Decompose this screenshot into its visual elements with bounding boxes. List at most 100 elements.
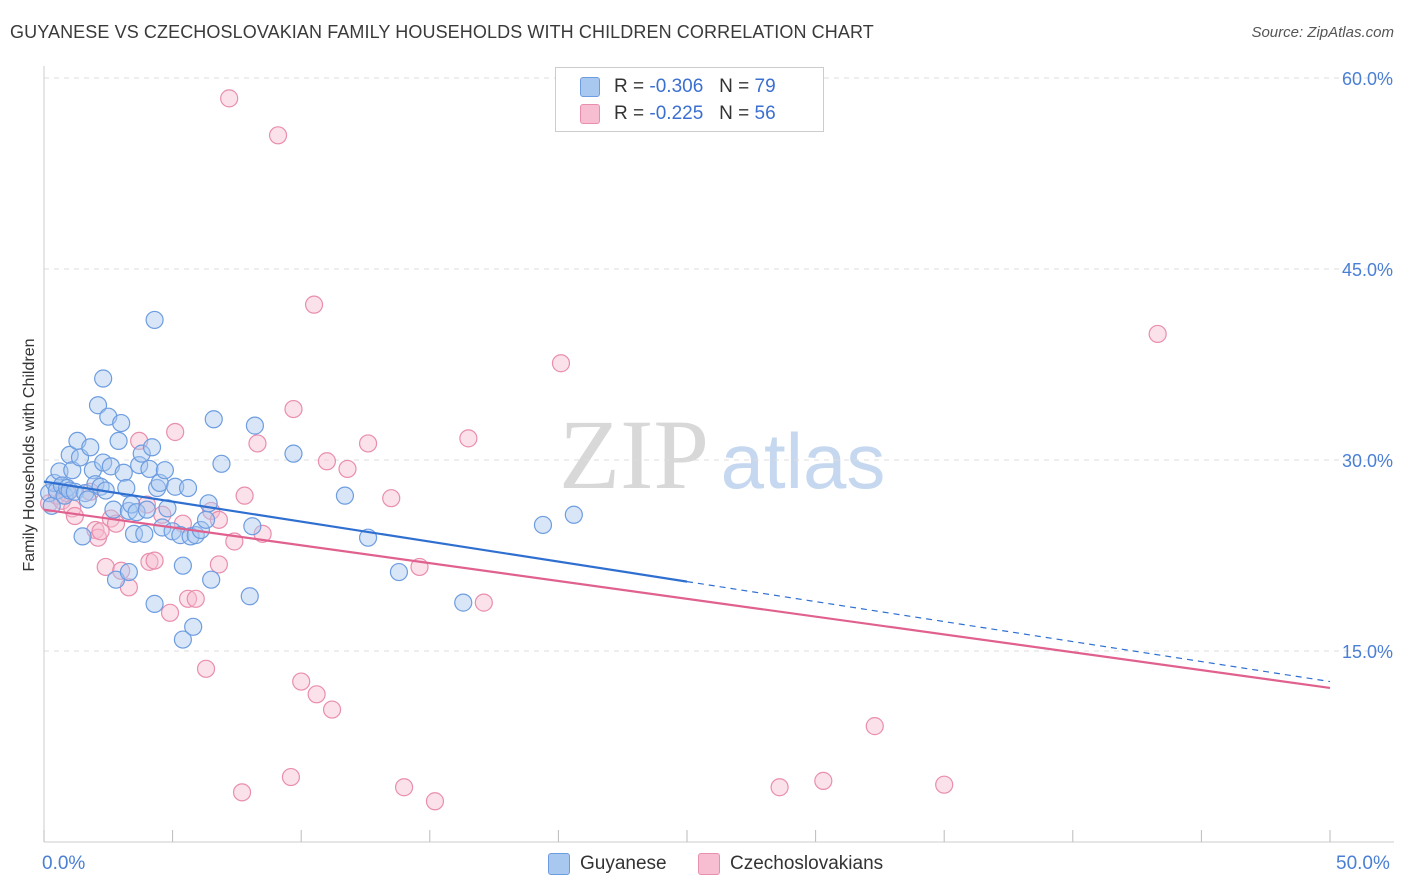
guyanese-point (533, 515, 553, 535)
czech-point (235, 486, 254, 505)
czech-point (253, 524, 272, 543)
guyanese-point (73, 527, 92, 546)
guyanese-point (104, 500, 123, 519)
guyanese-point (178, 478, 198, 498)
y-tick-label: 60.0% (1342, 69, 1393, 89)
czech-point (137, 495, 156, 514)
czech-point (160, 603, 180, 622)
czech-point (220, 89, 239, 108)
czech-point (112, 561, 131, 580)
guyanese-point (454, 593, 473, 612)
guyanese-point (135, 524, 154, 543)
guyanese-point (50, 462, 69, 481)
guyanese-point (117, 478, 136, 498)
guyanese-point (124, 524, 144, 543)
czech-point (317, 452, 337, 471)
chart-source: Source: ZipAtlas.com (1251, 24, 1394, 41)
czech-point (425, 792, 445, 811)
guyanese-point (83, 461, 102, 480)
guyanese-point (335, 486, 355, 505)
guyanese-point (148, 478, 167, 498)
guyanese-point (202, 570, 221, 589)
y-tick-label: 15.0% (1342, 642, 1393, 662)
x-axis-min-label: 0.0% (42, 853, 86, 874)
czech-point (865, 717, 884, 736)
guyanese-point (204, 410, 223, 429)
czech-point (338, 459, 357, 479)
czech-point (474, 593, 493, 612)
czech-point (232, 783, 252, 802)
guyanese-point (389, 562, 409, 582)
legend-box: R = -0.306 N = 79 R = -0.225 N = 56 (555, 67, 824, 132)
czech-point (459, 429, 478, 448)
guyanese-point (173, 556, 192, 575)
czech-point (166, 422, 185, 442)
czech-point (65, 506, 84, 526)
czech-point (307, 685, 326, 704)
guyanese-point (145, 594, 164, 613)
czech-point (96, 557, 115, 577)
y-tick-label: 45.0% (1342, 260, 1393, 280)
guyanese-point (212, 454, 231, 473)
czech-point (281, 767, 301, 787)
guyanese-point (88, 396, 108, 415)
guyanese-point (245, 416, 265, 435)
guyanese-point (94, 369, 113, 388)
guyanese-point (137, 500, 156, 519)
czech-point (91, 522, 110, 541)
x-axis-max-label: 50.0% (1336, 853, 1390, 874)
guyanese-point (196, 510, 216, 529)
czech-point (196, 659, 216, 678)
guyanese-point (130, 455, 149, 475)
guyanese-point (78, 490, 97, 509)
guyanese-point (119, 562, 138, 582)
czech-point (248, 434, 267, 453)
czech-point (1148, 324, 1167, 344)
legend-r-value-guyanese: -0.306 (649, 76, 704, 97)
guyanese-point (166, 477, 185, 496)
czech-point (268, 126, 288, 145)
guyanese-point (109, 431, 128, 450)
czech-point (292, 672, 311, 691)
guyanese-trend-line-dashed (686, 581, 1331, 683)
czech-point (178, 589, 198, 608)
guyanese-point (81, 438, 100, 457)
legend-n-label: N = (719, 103, 750, 124)
guyanese-point (112, 413, 131, 433)
czech-point (209, 555, 228, 574)
legend-n-label: N = (719, 76, 750, 97)
guyanese-point (240, 587, 259, 606)
y-tick-label: 30.0% (1342, 451, 1393, 471)
czech-point (145, 551, 164, 570)
guyanese-point (145, 310, 164, 330)
czech-point (186, 589, 205, 608)
watermark-zip: ZIP (559, 399, 709, 510)
guyanese-point (284, 444, 303, 463)
czech-point (935, 775, 954, 794)
czech-point (394, 778, 414, 797)
guyanese-point (132, 444, 151, 463)
czech-trend-line (43, 508, 1331, 690)
guyanese-point (564, 505, 583, 524)
chart-title: GUYANESE VS CZECHOSLOVAKIAN FAMILY HOUSE… (10, 22, 874, 42)
czech-point (358, 434, 378, 453)
watermark-atlas: atlas (721, 417, 886, 505)
guyanese-point (142, 438, 162, 457)
czech-point (382, 489, 401, 508)
czech-point (322, 700, 342, 719)
bottom-legend-swatch-guyanese (548, 853, 570, 875)
legend-swatch-guyanese (580, 77, 600, 97)
czech-point (814, 771, 833, 790)
legend-r-value-czech: -0.225 (649, 103, 704, 124)
bottom-legend-label-czech: Czechoslovakians (730, 853, 884, 874)
czech-point (551, 354, 571, 373)
guyanese-point (155, 461, 174, 480)
legend-r-label: R = (614, 76, 645, 97)
guyanese-point (243, 517, 262, 536)
czech-point (770, 778, 789, 797)
legend-swatch-czech (580, 104, 600, 124)
guyanese-point (184, 617, 203, 636)
bottom-legend-swatch-czech (698, 853, 720, 875)
czech-point (304, 295, 324, 314)
